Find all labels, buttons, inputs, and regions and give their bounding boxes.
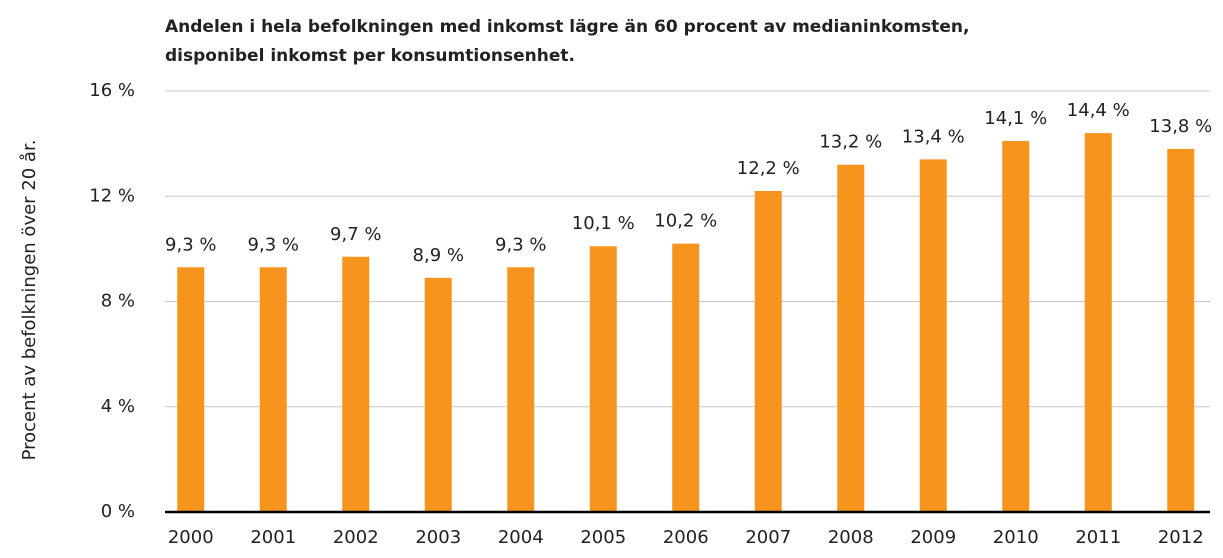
bar [342,256,370,512]
bar [1167,148,1195,512]
x-tick-label: 2004 [498,527,544,548]
bar [754,190,782,513]
bar [589,246,617,512]
value-label: 14,4 % [1067,100,1130,121]
value-label: 9,7 % [330,224,381,245]
y-tick-label: 8 % [101,291,135,312]
y-axis-label: Procent av befolkningen över 20 år. [19,140,40,461]
y-tick-label: 4 % [101,396,135,417]
y-tick-label: 0 % [101,501,135,522]
y-tick-label: 12 % [89,185,135,206]
bar [259,267,287,512]
bar [507,267,535,512]
value-label: 8,9 % [413,245,464,266]
chart-title: Andelen i hela befolkningen med inkomst … [165,17,969,37]
bar [1084,133,1112,512]
x-tick-label: 2012 [1158,527,1204,548]
x-tick-label: 2008 [828,527,874,548]
value-label: 10,2 % [654,211,717,232]
x-tick-label: 2003 [415,527,461,548]
y-tick-label: 16 % [89,80,135,101]
value-label: 12,2 % [737,158,800,179]
value-label: 13,8 % [1149,116,1212,137]
bar [919,159,947,512]
x-tick-label: 2001 [250,527,296,548]
value-label: 10,1 % [572,213,635,234]
x-tick-label: 2000 [168,527,214,548]
value-label: 13,4 % [902,126,965,147]
x-tick-label: 2002 [333,527,379,548]
x-tick-label: 2009 [910,527,956,548]
value-label: 9,3 % [248,234,299,255]
value-label: 9,3 % [495,234,546,255]
value-label: 9,3 % [165,234,216,255]
bar [424,277,452,512]
value-label: 13,2 % [819,132,882,153]
bar [1002,140,1030,512]
x-tick-label: 2010 [993,527,1039,548]
x-tick-label: 2006 [663,527,709,548]
x-tick-label: 2011 [1075,527,1121,548]
bar [672,243,700,513]
chart-title: disponibel inkomst per konsumtionsenhet. [165,46,575,66]
bar [177,267,205,512]
bar [837,164,865,513]
x-tick-label: 2007 [745,527,791,548]
value-label: 14,1 % [984,108,1047,129]
x-tick-label: 2005 [580,527,626,548]
